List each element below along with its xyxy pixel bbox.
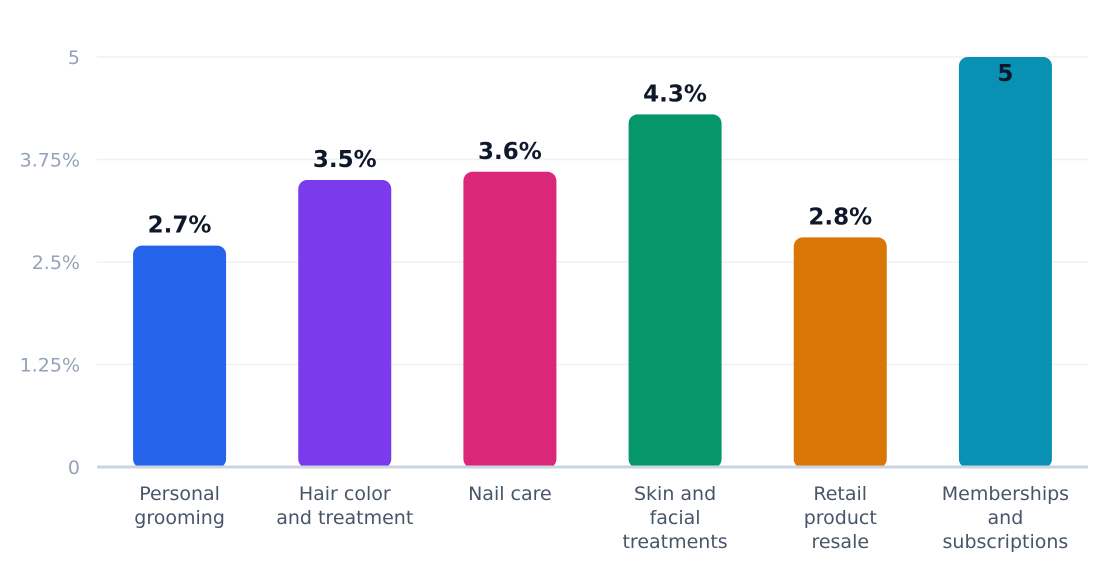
- y-tick-label: 2.5%: [32, 252, 80, 274]
- x-tick-label-line: Personal: [139, 483, 220, 505]
- x-tick-label-line: resale: [811, 531, 869, 553]
- x-tick-label-line: facial: [650, 507, 701, 529]
- x-tick-label: Nail care: [468, 483, 552, 505]
- data-label: 3.5%: [313, 147, 377, 173]
- x-tick-label-line: Nail care: [468, 483, 552, 505]
- x-tick-label-line: and: [988, 507, 1024, 529]
- x-tick-label: Memberships and subscriptions: [942, 483, 1069, 553]
- bar: [793, 237, 887, 468]
- bar: [958, 57, 1052, 468]
- y-tick-label: 0: [68, 457, 80, 479]
- x-tick-label-line: Skin and: [634, 483, 716, 505]
- data-label: 2.7%: [148, 213, 212, 239]
- x-tick-label-line: grooming: [134, 507, 225, 529]
- grid-lines: [97, 56, 1088, 366]
- y-tick-label: 3.75%: [20, 150, 80, 172]
- x-axis-ticks: Personal grooming Hair color and treatment N…: [134, 483, 1069, 553]
- x-tick-label-line: product: [804, 507, 877, 529]
- x-tick-label: Retail product resale: [804, 483, 877, 553]
- x-tick-label: Personal grooming: [134, 483, 225, 529]
- x-tick-label-line: and treatment: [276, 507, 413, 529]
- data-label: 3.6%: [478, 139, 542, 165]
- data-labels: 2.7% 3.5% 3.6% 4.3% 2.8% 5: [148, 61, 1014, 239]
- x-tick-label-line: Hair color: [299, 483, 391, 505]
- x-tick-label-line: subscriptions: [943, 531, 1069, 553]
- bar: [463, 171, 557, 469]
- y-tick-label: 5: [68, 47, 80, 69]
- bar: [628, 114, 722, 469]
- bar: [298, 180, 392, 468]
- y-axis-ticks: 0 1.25% 2.5% 3.75% 5: [20, 47, 80, 479]
- bars: [133, 57, 1052, 469]
- x-tick-label-line: Memberships: [942, 483, 1069, 505]
- y-tick-label: 1.25%: [20, 355, 80, 377]
- data-label: 5: [997, 61, 1013, 87]
- data-label: 2.8%: [808, 204, 872, 230]
- x-tick-label-line: treatments: [622, 531, 727, 553]
- x-tick-label: Hair color and treatment: [276, 483, 413, 529]
- bar: [133, 245, 227, 468]
- x-tick-label-line: Retail: [813, 483, 867, 505]
- data-label: 4.3%: [643, 81, 707, 107]
- x-tick-label: Skin and facial treatments: [622, 483, 727, 553]
